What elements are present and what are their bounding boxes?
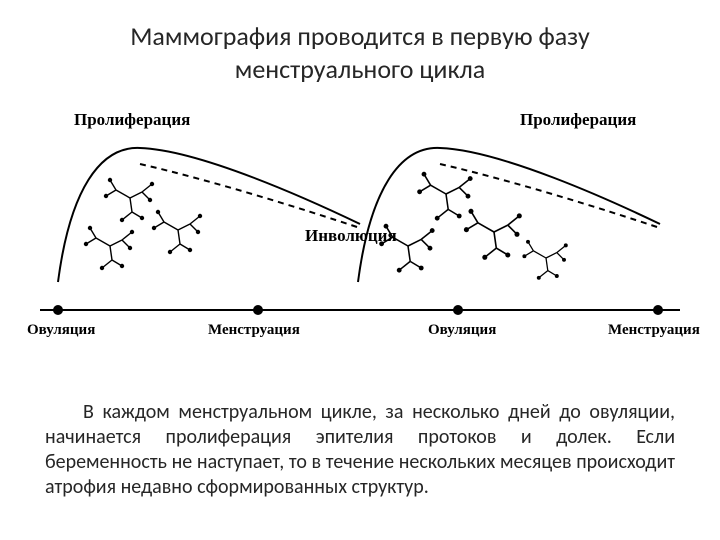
label-proliferation-0: Пролиферация [74,110,190,130]
axis-label-2: Овуляция [428,322,496,339]
label-proliferation-1: Пролиферация [520,110,636,130]
slide: Маммография проводится в первую фазу мен… [0,0,720,540]
axis-label-3: Менструация [608,322,700,339]
label-involution: Инволюция [305,226,397,246]
slide-title: Маммография проводится в первую фазу мен… [0,0,720,95]
axis-label-1: Менструация [208,322,300,339]
axis-label-0: Овуляция [27,322,95,339]
cycle-diagram: Пролиферация Пролиферация Инволюция Овуляци… [40,110,680,350]
body-text: В каждом менструальном цикле, за несколь… [45,400,675,500]
